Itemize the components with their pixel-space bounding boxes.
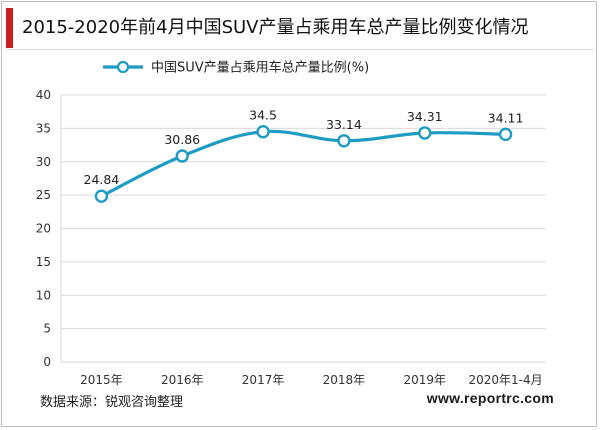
data-label: 34.11 [488,110,524,125]
y-tick-label: 40 [36,88,51,102]
title-accent-bar [6,8,13,48]
source-url: www.reportrc.com [426,390,554,406]
x-tick-label: 2016年 [161,373,204,387]
y-tick-label: 30 [36,155,51,169]
data-point [94,189,109,203]
y-tick-label: 0 [43,355,51,369]
title-divider [6,49,594,50]
data-point [256,125,270,139]
y-tick-label: 15 [36,255,51,269]
x-tick-label: 2015年 [80,373,123,387]
y-tick-label: 35 [36,121,51,135]
y-tick-label: 20 [36,222,51,236]
y-tick-label: 10 [36,288,51,302]
data-point [498,127,513,142]
data-label: 30.86 [164,132,200,147]
data-label: 24.84 [84,172,120,187]
data-point [175,149,189,163]
x-tick-label: 2018年 [323,373,366,387]
series-line [99,129,508,198]
data-label: 34.31 [407,109,443,124]
data-point [418,126,432,140]
data-label: 33.14 [326,117,362,132]
x-tick-label: 2020年1-4月 [469,373,543,387]
data-label: 34.5 [249,108,277,123]
data-source-note: 数据来源：锐观咨询整理 [40,395,184,410]
x-tick-label: 2019年 [403,373,446,387]
title-bar: 2015-2020年前4月中国SUV产量占乘用车总产量比例变化情况 [6,8,594,48]
y-tick-label: 25 [36,188,51,202]
y-tick-label: 5 [43,322,51,336]
legend-marker [116,60,130,74]
chart-title: 2015-2020年前4月中国SUV产量占乘用车总产量比例变化情况 [22,17,529,38]
data-point [337,134,351,148]
x-tick-label: 2017年 [242,373,285,387]
legend-label: 中国SUV产量占乘用车总产量比例(%) [151,60,369,76]
